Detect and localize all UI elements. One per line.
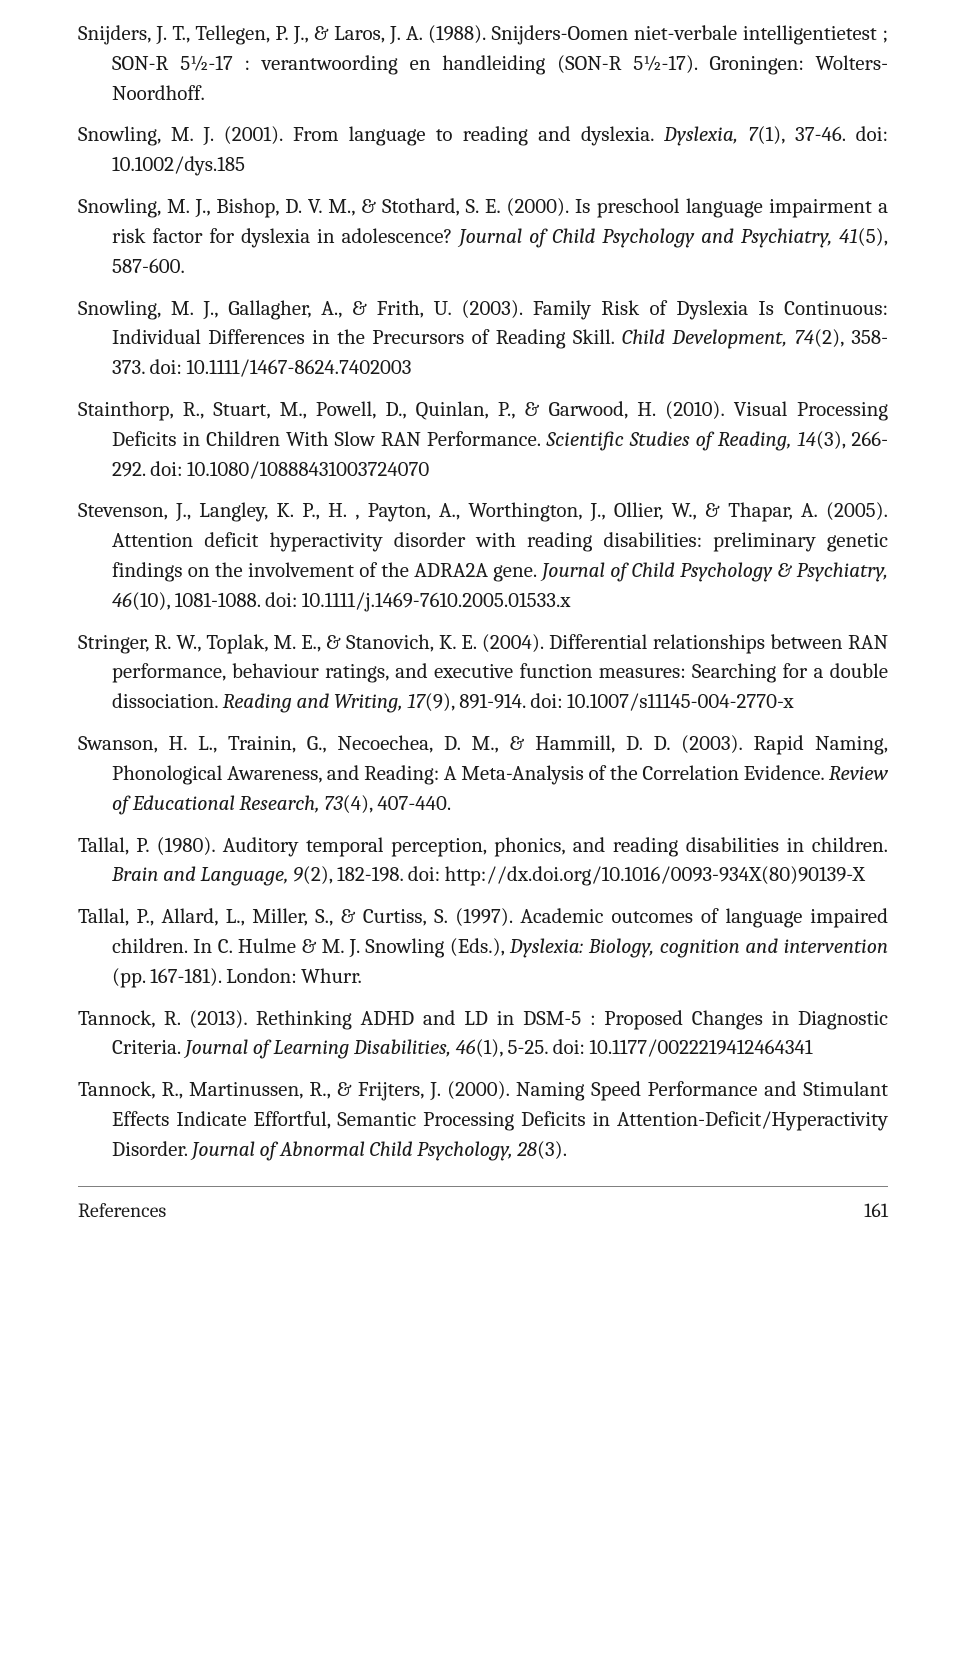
reference-entry: Swanson, H. L., Trainin, G., Necoechea, … xyxy=(78,730,888,819)
reference-text: Snijders, J. T., Tellegen, P. J., & Laro… xyxy=(78,22,888,106)
footer-section-label: References xyxy=(78,1197,166,1225)
reference-entry: Stevenson, J., Langley, K. P., H. , Payt… xyxy=(78,497,888,616)
reference-entry: Tannock, R., Martinussen, R., & Frijters… xyxy=(78,1076,888,1165)
reference-text: (4), 407-440. xyxy=(343,792,452,816)
reference-journal: Journal of Child Psychology and Psychiat… xyxy=(459,225,857,249)
reference-text: (10), 1081-1088. doi: 10.1111/j.1469-761… xyxy=(132,589,571,613)
reference-text: (2), 182-198. doi: http://dx.doi.org/10.… xyxy=(303,863,865,887)
reference-entry: Snowling, M. J., Gallagher, A., & Frith,… xyxy=(78,295,888,384)
reference-text: Tallal, P. (1980). Auditory temporal per… xyxy=(78,834,888,858)
reference-text: (1), 5-25. doi: 10.1177/0022219412464341 xyxy=(476,1036,813,1060)
reference-entry: Tallal, P., Allard, L., Miller, S., & Cu… xyxy=(78,903,888,992)
reference-text: (pp. 167-181). London: Whurr. xyxy=(112,965,362,989)
footer-page-number: 161 xyxy=(864,1197,888,1225)
reference-text: Swanson, H. L., Trainin, G., Necoechea, … xyxy=(78,732,888,786)
footer-rule xyxy=(78,1186,888,1187)
reference-text: Snowling, M. J. (2001). From language to… xyxy=(78,123,664,147)
reference-entry: Stainthorp, R., Stuart, M., Powell, D., … xyxy=(78,396,888,485)
reference-entry: Tallal, P. (1980). Auditory temporal per… xyxy=(78,832,888,892)
reference-text: (3). xyxy=(537,1138,567,1162)
reference-text: (9), 891-914. doi: 10.1007/s11145-004-27… xyxy=(425,690,794,714)
reference-journal: Child Development, 74 xyxy=(622,326,814,350)
page-footer: References 161 xyxy=(78,1197,888,1225)
reference-journal: Journal of Abnormal Child Psychology, 28 xyxy=(192,1138,537,1162)
reference-entry: Snijders, J. T., Tellegen, P. J., & Laro… xyxy=(78,20,888,109)
reference-entry: Tannock, R. (2013). Rethinking ADHD and … xyxy=(78,1005,888,1065)
reference-journal: Journal of Learning Disabilities, 46 xyxy=(185,1036,475,1060)
reference-entry: Snowling, M. J. (2001). From language to… xyxy=(78,121,888,181)
reference-journal: Scientific Studies of Reading, 14 xyxy=(546,428,816,452)
reference-journal: Brain and Language, 9 xyxy=(112,863,303,887)
reference-journal: Dyslexia, 7 xyxy=(664,123,757,147)
reference-list: Snijders, J. T., Tellegen, P. J., & Laro… xyxy=(78,20,888,1166)
reference-journal: Dyslexia: Biology, cognition and interve… xyxy=(510,935,888,959)
reference-journal: Reading and Writing, 17 xyxy=(223,690,425,714)
reference-entry: Snowling, M. J., Bishop, D. V. M., & Sto… xyxy=(78,193,888,282)
reference-entry: Stringer, R. W., Toplak, M. E., & Stanov… xyxy=(78,629,888,718)
